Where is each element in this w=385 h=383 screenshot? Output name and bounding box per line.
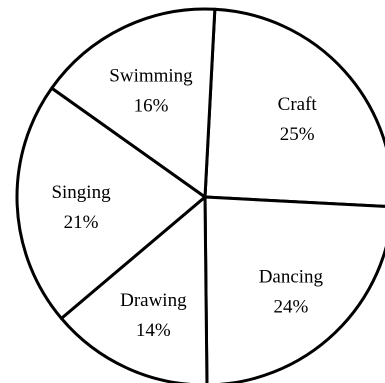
slice-value-craft: 25% (280, 124, 315, 145)
slice-value-drawing: 14% (136, 320, 171, 341)
pie-labels: Craft 25% Dancing 24% Drawing 14% Singing 21% Sw… (51, 65, 323, 341)
pie-slice-craft (203, 7, 385, 208)
pie-slice-drawing (59, 195, 209, 383)
slice-value-singing: 21% (64, 212, 99, 233)
slice-value-dancing: 24% (273, 297, 308, 318)
slice-label-drawing: Drawing (120, 290, 187, 311)
slice-label-dancing: Dancing (259, 267, 324, 288)
pie-slice-swimming (50, 7, 217, 199)
pie-slice-singing (15, 86, 207, 320)
pie-slices (15, 7, 385, 383)
slice-label-singing: Singing (51, 182, 111, 203)
pie-slice-dancing (203, 195, 385, 383)
slice-label-craft: Craft (278, 94, 318, 115)
slice-value-swimming: 16% (134, 95, 169, 116)
slice-label-swimming: Swimming (109, 65, 193, 86)
